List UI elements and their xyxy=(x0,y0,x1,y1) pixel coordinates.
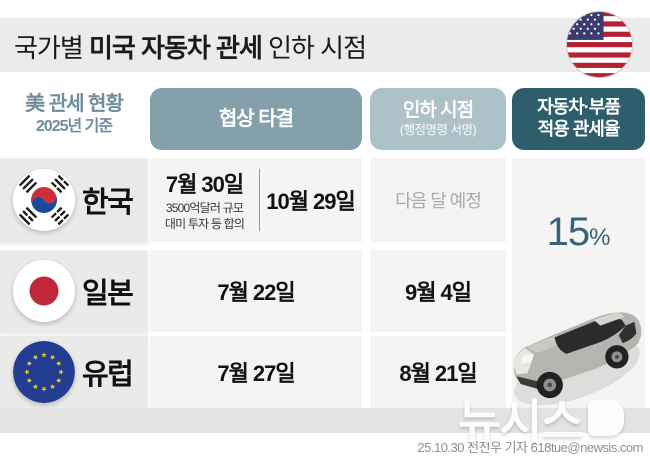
title-bold: 미국 자동차 관세 xyxy=(88,33,263,63)
left-header-line2: 2025년 기준 xyxy=(35,118,113,135)
korea-flag-icon xyxy=(13,169,75,231)
korea-settle-date2: 10월 29일 xyxy=(266,189,356,214)
cell-divider xyxy=(258,169,260,231)
page-title: 국가별 미국 자동차 관세 인하 시점 xyxy=(14,28,367,65)
country-label-korea: 한국 xyxy=(82,187,134,219)
korea-settle-note-line1: 3500억달러 규모 xyxy=(165,201,244,216)
europe-settle-date: 7월 27일 xyxy=(217,361,295,386)
us-flag-icon xyxy=(566,11,633,78)
settlement-header-label: 협상 타결 xyxy=(218,108,294,130)
column-header-cut-timing: 인하 시점 (행정명령 서명) xyxy=(370,88,506,150)
korea-settlement-cell: 7월 30일 3500억달러 규모 대미 투자 등 합의 10월 29일 xyxy=(150,158,362,242)
tariff-rate-unit: % xyxy=(589,224,611,251)
column-header-tariff: 자동차·부품 적용 관세율 xyxy=(512,88,645,150)
japan-flag-icon xyxy=(13,260,75,322)
watermark-text: 뉴시스 xyxy=(458,395,584,448)
left-header-line1: 美 관세 현황 xyxy=(25,93,124,115)
footer-band xyxy=(0,408,650,433)
title-band xyxy=(0,18,650,72)
country-label-europe: 유럽 xyxy=(82,359,134,391)
title-prefix: 국가별 xyxy=(14,33,89,63)
tariff-rate: 15% xyxy=(512,210,645,255)
country-label-japan: 일본 xyxy=(82,278,134,310)
cut-timing-header-sub: (행정명령 서명) xyxy=(399,122,477,137)
japan-cut-date: 9월 4일 xyxy=(404,280,472,305)
left-header: 美 관세 현황 2025년 기준 xyxy=(0,92,148,137)
title-suffix: 인하 시점 xyxy=(261,33,367,63)
europe-cut-cell: 8월 21일 xyxy=(370,336,506,408)
japan-cut-cell: 9월 4일 xyxy=(370,250,506,332)
tariff-header-line1: 자동차·부품 xyxy=(537,97,621,118)
column-header-settlement: 협상 타결 xyxy=(150,88,362,150)
table-row-japan-country: 일본 xyxy=(0,250,148,332)
table-row-europe-country: 유럽 xyxy=(0,336,148,408)
korea-cut-date: 다음 달 예정 xyxy=(395,191,482,211)
europe-settlement-cell: 7월 27일 xyxy=(150,336,362,408)
table-row-korea-country: 한국 xyxy=(0,158,148,242)
korea-cut-cell: 다음 달 예정 xyxy=(370,158,506,242)
korea-settle-date: 7월 30일 xyxy=(165,172,244,198)
car-icon xyxy=(513,312,642,406)
credit-line: 25.10.30 전진우 기자 618tue@newsis.com xyxy=(417,440,643,455)
cut-timing-header-label: 인하 시점 xyxy=(402,100,474,122)
korea-settle-note-line2: 대미 투자 등 합의 xyxy=(164,217,245,231)
japan-settle-date: 7월 22일 xyxy=(217,280,295,305)
newsis-watermark: 뉴시스 xyxy=(458,383,624,452)
tariff-header-line2: 적용 관세율 xyxy=(537,119,621,139)
europe-cut-date: 8월 21일 xyxy=(399,361,477,386)
tariff-rate-value: 15 xyxy=(546,210,590,254)
newsis-logo-icon xyxy=(587,399,624,436)
japan-settlement-cell: 7월 22일 xyxy=(150,250,362,332)
eu-flag-icon xyxy=(13,341,75,403)
